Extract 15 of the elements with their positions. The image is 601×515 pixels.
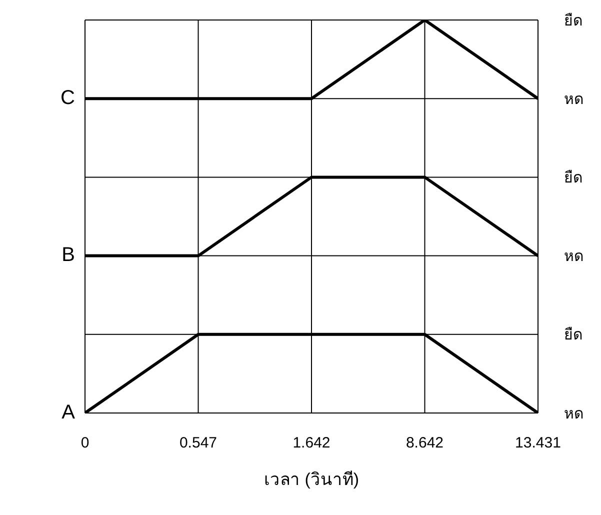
text: ยืด: [564, 326, 583, 344]
text: ยืด: [564, 168, 583, 187]
x-tick-label: 0.547: [179, 434, 218, 452]
x-tick-label: 13.431: [515, 434, 561, 452]
series-label: A: [62, 401, 76, 424]
series-label: B: [62, 244, 75, 266]
x-tick-label: 0: [80, 434, 90, 452]
x-tick-label: 8.642: [406, 434, 444, 452]
x-axis-title: เวลา (วินาที): [264, 470, 360, 489]
series-label: C: [60, 86, 75, 109]
text: หด: [564, 247, 584, 266]
text: หด: [564, 404, 584, 422]
text: ยืด: [564, 11, 583, 30]
text: หด: [564, 90, 584, 108]
x-tick-label: 1.642: [292, 434, 330, 452]
